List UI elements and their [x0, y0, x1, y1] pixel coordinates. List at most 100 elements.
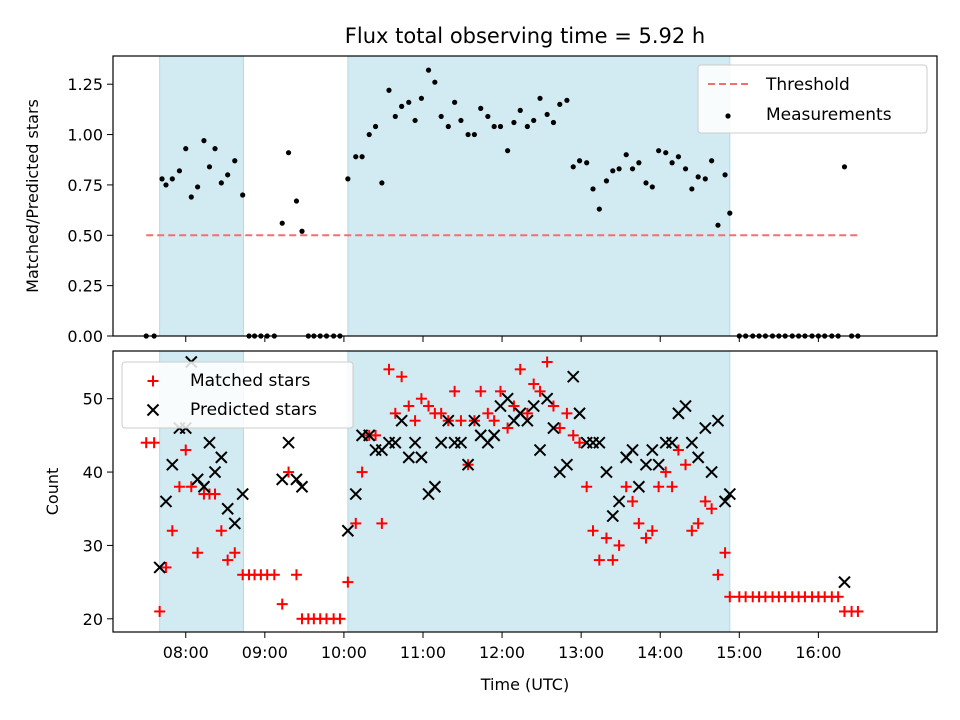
matched-star-point: [185, 481, 197, 493]
legend-bottom-box: [121, 361, 354, 429]
predicted-star-point: [560, 458, 574, 471]
matched-star-point: [514, 363, 526, 375]
matched-star-point: [482, 407, 494, 419]
matched-star-point: [699, 495, 711, 507]
predicted-star-point: [567, 370, 580, 383]
matched-star-point: [508, 400, 520, 412]
measurement-point: [537, 95, 543, 101]
predicted-star-point: [159, 495, 173, 508]
measurement-point: [452, 99, 458, 105]
measurement-point: [497, 123, 504, 130]
top-y-ticks: 0.00 0.25 0.50 0.75 1.00 1.25: [67, 75, 113, 346]
matched-star-point: [283, 466, 295, 478]
measurement-point: [418, 95, 425, 101]
legend-measurements-swatch: [725, 113, 731, 119]
predicted-star-point: [691, 451, 705, 464]
predicted-star-point: [295, 480, 309, 493]
matched-star-point: [376, 517, 388, 529]
measurement-point: [285, 150, 292, 156]
matched-star-point: [268, 569, 280, 581]
top-y-tick-label: 0.50: [67, 226, 103, 245]
predicted-star-point: [573, 407, 586, 420]
matched-star-point: [276, 598, 288, 610]
predicted-star-point: [389, 436, 402, 449]
measurement-point: [366, 131, 372, 138]
predicted-star-point: [428, 480, 442, 493]
predicted-star-point: [699, 421, 712, 435]
predicted-star-point: [415, 451, 428, 464]
matched-star-point: [534, 385, 546, 397]
measurement-point: [438, 113, 444, 120]
top-shaded-intervals: [159, 55, 731, 337]
measurement-point: [564, 97, 570, 103]
top-y-tick-label: 1.00: [67, 126, 103, 145]
measurement-point: [590, 186, 596, 192]
measurement-point: [517, 107, 523, 113]
predicted-star-point: [606, 509, 619, 523]
matched-star-point: [370, 429, 382, 441]
matched-star-point: [528, 378, 540, 390]
matched-star-point: [561, 407, 573, 419]
predicted-star-point: [276, 473, 289, 486]
predicted-star-point: [679, 399, 692, 413]
matched-star-point: [222, 554, 234, 566]
measurement-point: [491, 123, 497, 130]
measurement-point: [188, 194, 194, 200]
matched-star-point: [587, 525, 599, 537]
measurement-point: [425, 67, 432, 73]
matched-star-point: [350, 517, 362, 529]
legend-predicted-marker: [146, 403, 160, 417]
measurement-point: [465, 131, 471, 138]
matched-star-point: [719, 547, 731, 559]
predicted-star-point: [221, 502, 234, 515]
matched-star-point: [389, 407, 401, 419]
predicted-star-point: [533, 443, 547, 457]
predicted-star-point: [711, 414, 725, 427]
measurement-point: [623, 152, 629, 158]
matched-star-point: [383, 363, 395, 375]
matched-star-point: [640, 532, 652, 544]
bottom-y-tick-label: 20: [83, 610, 103, 629]
matched-star-point: [409, 415, 421, 427]
matched-star-point: [574, 437, 586, 449]
top-y-axis-label: Matched/Predicted stars: [23, 99, 42, 293]
predicted-star-point: [468, 414, 481, 427]
matched-star-point: [547, 400, 559, 412]
measurement-point: [478, 105, 484, 111]
matched-star-point: [672, 444, 684, 456]
x-tick-label: 09:00: [242, 643, 288, 662]
matched-star-point: [356, 466, 368, 478]
top-y-tick-label: 0.00: [67, 327, 103, 346]
measurement-point: [649, 184, 655, 190]
measurement-point: [531, 117, 537, 124]
measurement-point: [279, 220, 285, 226]
matched-star-point: [475, 385, 487, 397]
matched-star-point: [403, 400, 415, 412]
measurement-point: [471, 131, 477, 138]
measurement-point: [372, 123, 379, 130]
predicted-star-point: [363, 429, 376, 442]
measurement-point: [379, 180, 385, 186]
legend-top: Threshold Measurements: [697, 64, 928, 134]
matched-star-point: [521, 407, 533, 419]
matched-star-point: [173, 481, 185, 493]
bottom-axes-frame: [112, 350, 938, 633]
measurement-point: [212, 146, 218, 152]
predicted-stars-series: [153, 355, 851, 589]
x-tick-label: 08:00: [163, 643, 209, 662]
matched-star-point: [706, 503, 718, 515]
measurement-point: [412, 117, 418, 124]
matched-star-point: [415, 393, 427, 405]
matched-star-point: [724, 591, 736, 603]
measurement-point: [206, 164, 213, 170]
legend-matched-swatch: [147, 375, 159, 387]
matched-star-point: [620, 481, 632, 493]
predicted-star-point: [600, 465, 613, 479]
matched-star-point: [593, 554, 605, 566]
measurement-point: [505, 148, 511, 154]
measurement-point: [225, 172, 231, 178]
measurement-point: [550, 119, 557, 126]
measurement-point: [169, 176, 175, 182]
matched-star-point: [502, 422, 514, 434]
measurement-point: [722, 172, 728, 178]
